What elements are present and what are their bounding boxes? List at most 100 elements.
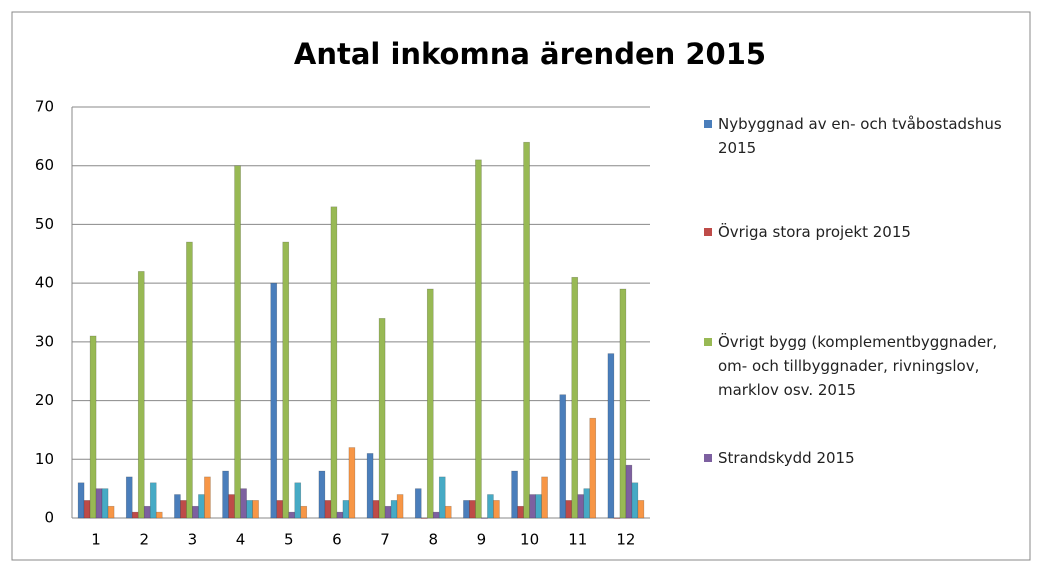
bar (288, 511, 296, 519)
bar (89, 335, 97, 519)
bar (240, 488, 247, 519)
bar (324, 500, 332, 519)
bar (276, 500, 284, 519)
chart-title: Antal inkomna ärenden 2015 (294, 37, 766, 71)
bar (396, 494, 404, 519)
y-tick-label: 0 (44, 509, 54, 527)
legend-entry: Strandskydd 2015 (704, 446, 1018, 470)
x-tick-label: 4 (236, 531, 246, 549)
bar (270, 282, 278, 519)
bar (101, 488, 109, 519)
bar (487, 494, 494, 519)
bar (330, 206, 338, 519)
bar (222, 470, 229, 519)
bar (420, 517, 428, 519)
legend-entry: Övriga stora projekt 2015 (704, 220, 1018, 244)
bar (83, 500, 91, 519)
legend-swatch (704, 454, 712, 462)
legend-swatch (704, 228, 712, 236)
bar (631, 482, 639, 519)
bar (432, 511, 440, 519)
bar (541, 476, 548, 519)
legend-swatch (704, 338, 712, 346)
bar (493, 500, 500, 519)
x-tick-label: 5 (284, 531, 294, 549)
legend-swatch (704, 120, 712, 128)
x-tick-label: 1 (91, 531, 101, 549)
y-tick-label: 70 (35, 98, 54, 116)
bar (348, 447, 356, 519)
bar (228, 494, 235, 519)
bar (475, 159, 482, 519)
bar (294, 482, 302, 519)
bar (565, 500, 573, 519)
bar (378, 318, 386, 519)
legend-label: Övrigt bygg (komplementbyggnader, om- oc… (718, 333, 998, 399)
bar (583, 488, 591, 519)
bar (571, 276, 579, 519)
bar (131, 511, 139, 519)
bar (252, 500, 259, 519)
bar (438, 476, 446, 519)
bar (246, 500, 253, 519)
bar (366, 453, 374, 519)
bar (390, 500, 398, 519)
bar (143, 505, 151, 519)
bar (198, 494, 205, 519)
x-tick-label: 6 (332, 531, 342, 549)
x-tick-label: 9 (477, 531, 487, 549)
x-tick-label: 2 (139, 531, 149, 549)
x-tick-label: 12 (616, 531, 635, 549)
bar (577, 494, 585, 519)
legend-label: Nybyggnad av en- och tvåbostadshus 2015 (718, 115, 1002, 157)
bar (318, 470, 326, 519)
bar (234, 165, 241, 519)
x-tick-label: 8 (428, 531, 438, 549)
bar (469, 500, 476, 519)
bar (342, 500, 350, 519)
bar (180, 500, 187, 519)
bar (613, 517, 621, 519)
chart-frame (11, 11, 1031, 561)
bar (204, 476, 211, 519)
x-tick-label: 7 (380, 531, 390, 549)
bar (107, 505, 115, 519)
bar (300, 505, 308, 519)
y-tick-label: 30 (35, 332, 54, 350)
bar (282, 241, 290, 519)
bar (186, 241, 193, 519)
bar (481, 517, 488, 519)
x-tick-label: 3 (188, 531, 198, 549)
x-tick-label: 11 (568, 531, 587, 549)
bar (535, 494, 542, 519)
y-tick-label: 50 (35, 215, 54, 233)
bar (607, 353, 615, 519)
bar (517, 505, 524, 519)
bar (511, 470, 518, 519)
bar (444, 505, 452, 519)
bar (426, 288, 434, 519)
y-tick-label: 20 (35, 391, 54, 409)
bar (192, 505, 199, 519)
bar (77, 482, 85, 519)
bar (155, 511, 163, 519)
bar (125, 476, 133, 519)
legend-entry: Övrigt bygg (komplementbyggnader, om- oc… (704, 330, 1018, 402)
bar (625, 464, 633, 519)
bar (137, 271, 145, 519)
legend-entry: Nybyggnad av en- och tvåbostadshus 2015 (704, 112, 1018, 160)
y-tick-label: 10 (35, 450, 54, 468)
bar (637, 500, 645, 519)
x-tick-label: 10 (520, 531, 539, 549)
bar (372, 500, 380, 519)
bar (384, 505, 392, 519)
bar (336, 511, 344, 519)
bar (619, 288, 627, 519)
y-tick-label: 40 (35, 274, 54, 292)
legend-label: Övriga stora projekt 2015 (718, 223, 911, 241)
legend-label: Strandskydd 2015 (718, 449, 855, 467)
bar (174, 494, 181, 519)
bar (529, 494, 536, 519)
bar (414, 488, 422, 519)
